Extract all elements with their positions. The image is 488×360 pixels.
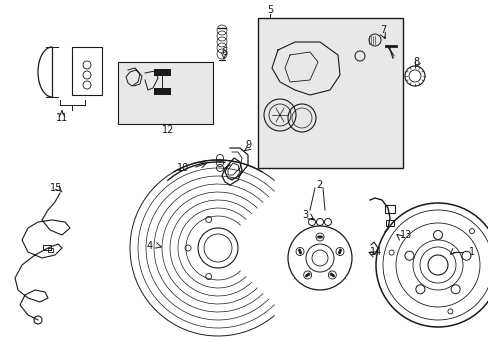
Text: 6: 6 (221, 47, 226, 57)
Circle shape (298, 250, 301, 253)
Bar (384, 205, 394, 213)
Circle shape (306, 274, 308, 276)
Circle shape (338, 250, 341, 253)
Circle shape (299, 252, 301, 254)
Text: 3: 3 (301, 210, 307, 220)
Bar (48, 248, 53, 252)
Bar (258, 18, 402, 168)
Circle shape (298, 249, 300, 251)
Bar (385, 220, 393, 226)
Text: 8: 8 (412, 57, 418, 67)
Circle shape (338, 252, 340, 254)
Bar (72, 47, 102, 95)
Circle shape (305, 275, 307, 277)
Circle shape (329, 273, 332, 275)
Circle shape (307, 273, 309, 275)
Text: 11: 11 (56, 113, 68, 123)
Text: 2: 2 (315, 180, 322, 190)
Text: 14: 14 (369, 247, 381, 257)
Circle shape (320, 236, 322, 238)
Bar (118, 62, 213, 124)
Text: 12: 12 (162, 125, 174, 135)
Text: 15: 15 (50, 183, 62, 193)
Text: 4: 4 (146, 241, 153, 251)
Text: 5: 5 (266, 5, 273, 15)
Circle shape (330, 274, 333, 276)
Circle shape (318, 236, 321, 238)
Circle shape (317, 236, 319, 238)
Text: 13: 13 (399, 230, 411, 240)
Text: 1: 1 (468, 247, 474, 257)
Text: 9: 9 (244, 140, 250, 150)
Text: 7: 7 (379, 25, 386, 35)
Bar (43, 245, 51, 250)
Text: 10: 10 (177, 163, 189, 173)
Circle shape (339, 249, 341, 251)
Circle shape (332, 275, 334, 277)
